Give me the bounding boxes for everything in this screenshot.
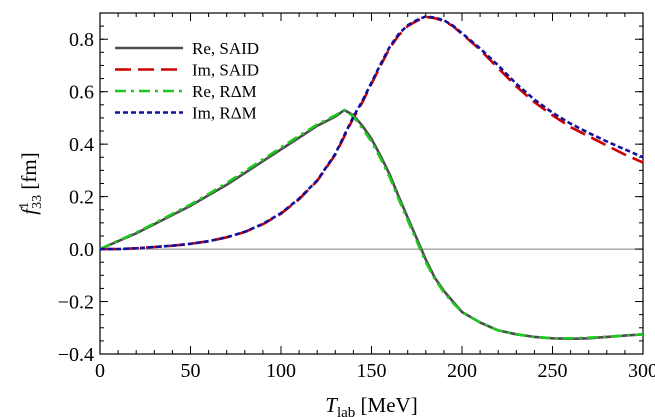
legend-label-2: Im, SAID xyxy=(192,61,259,80)
y-tick-label: 0.4 xyxy=(69,134,94,156)
x-tick-label: 100 xyxy=(266,360,296,382)
x-tick-label: 300 xyxy=(628,360,655,382)
x-axis-title: Tlab [MeV] xyxy=(325,393,417,417)
y-axis-title: f133 [fm] xyxy=(17,152,45,214)
y-tick-label: 0.8 xyxy=(69,29,94,51)
y-tick-label: −0.2 xyxy=(58,292,94,314)
x-tick-label: 250 xyxy=(538,360,568,382)
plot-frame xyxy=(99,12,644,355)
x-tick-label: 150 xyxy=(357,360,387,382)
y-tick-label: 0.0 xyxy=(69,239,94,261)
x-tick-label: 0 xyxy=(95,360,105,382)
legend-label-4: Im, RΔM xyxy=(192,104,257,123)
legend-label-1: Re, SAID xyxy=(192,39,259,58)
x-tick-label: 200 xyxy=(447,360,477,382)
legend-label-3: Re, RΔM xyxy=(192,82,257,101)
y-tick-label: −0.4 xyxy=(58,344,94,366)
y-axis-title-group: f133 [fm] xyxy=(17,152,45,214)
series-line-4 xyxy=(100,15,644,251)
y-tick-label: 0.2 xyxy=(69,187,94,209)
y-tick-label: 0.6 xyxy=(69,82,94,104)
x-tick-label: 50 xyxy=(181,360,201,382)
series-line-1 xyxy=(99,108,644,341)
series-line-2 xyxy=(100,15,644,251)
series-line-3 xyxy=(99,108,644,340)
